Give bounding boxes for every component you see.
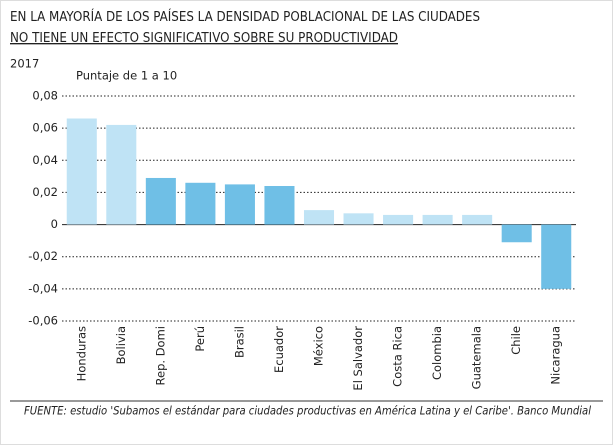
x-tick-label: Costa Rica bbox=[391, 326, 405, 387]
source: FUENTE: estudio 'Subamos el estándar par… bbox=[24, 404, 592, 418]
x-tick-label: El Salvador bbox=[351, 326, 365, 391]
bar bbox=[106, 124, 137, 225]
bar bbox=[185, 182, 216, 225]
subtitle: 2017 bbox=[10, 57, 39, 71]
y-tick-label: -0,02 bbox=[28, 249, 58, 263]
y-tick-label: -0,06 bbox=[28, 314, 58, 328]
bar bbox=[303, 210, 335, 225]
chart-title: EN LA MAYORÍA DE LOS PAÍSES LA DENSIDAD … bbox=[10, 8, 480, 25]
x-tick-label: Guatemala bbox=[470, 326, 484, 389]
y-tick-label: 0,08 bbox=[32, 89, 58, 103]
bar bbox=[501, 224, 532, 243]
x-tick-label: Perú bbox=[193, 326, 207, 352]
x-tick-label: Nicaragua bbox=[549, 326, 563, 385]
bar bbox=[343, 213, 374, 225]
bar bbox=[145, 177, 176, 225]
bar bbox=[422, 214, 453, 225]
bar bbox=[462, 214, 493, 225]
y-tick-label: 0,06 bbox=[32, 121, 58, 135]
bar bbox=[224, 184, 255, 225]
x-tick-label: Ecuador bbox=[272, 326, 286, 373]
y-tick-label: 0,02 bbox=[32, 185, 58, 199]
chart-title: NO TIENE UN EFECTO SIGNIFICATIVO SOBRE S… bbox=[10, 30, 398, 46]
x-tick-label: Honduras bbox=[74, 326, 88, 381]
y-tick-label: -0,04 bbox=[28, 281, 58, 295]
bar bbox=[66, 118, 97, 225]
x-tick-label: Bolivia bbox=[114, 326, 128, 364]
bar bbox=[541, 224, 572, 289]
y-tick-label: 0,04 bbox=[32, 153, 58, 167]
y-tick-label: 0 bbox=[51, 217, 58, 231]
x-tick-label: Brasil bbox=[232, 326, 246, 358]
x-tick-label: Chile bbox=[509, 326, 523, 355]
y-axis-label: Puntaje de 1 a 10 bbox=[76, 69, 177, 83]
x-tick-label: Colombia bbox=[430, 326, 444, 380]
bar bbox=[383, 214, 414, 225]
x-tick-label: México bbox=[312, 326, 326, 366]
bar bbox=[264, 186, 295, 225]
x-tick-label: Rep. Domi bbox=[153, 326, 167, 385]
